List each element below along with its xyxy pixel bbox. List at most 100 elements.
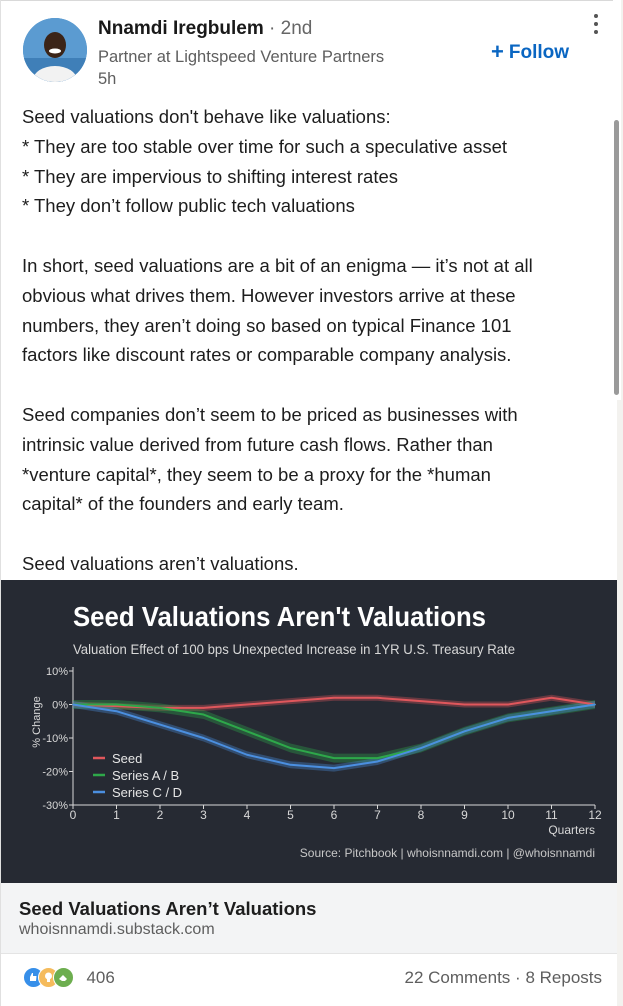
- link-preview-title[interactable]: Seed Valuations Aren’t Valuations: [19, 898, 317, 919]
- plus-icon: +: [491, 39, 504, 64]
- post-image-chart[interactable]: Seed Valuations Aren't Valuations Valuat…: [1, 580, 617, 883]
- body-line: Seed valuations aren’t valuations.: [22, 552, 299, 574]
- data-point: [507, 717, 509, 719]
- data-point: [507, 703, 509, 706]
- data-point: [115, 710, 118, 712]
- data-point: [333, 757, 335, 759]
- data-point: [550, 697, 553, 699]
- x-tick-label: 0: [70, 808, 77, 822]
- chart-axes: 10%0%-10%-20%-30%0 1 2 3 4 5 6 7 8 9 10 11 12: [42, 666, 602, 822]
- chart-legend: Seed Series A / B Series C / D: [93, 751, 182, 800]
- body-line: capital* of the founders and early team.: [22, 493, 344, 515]
- author-avatar[interactable]: [23, 18, 87, 82]
- reaction-count[interactable]: 406: [86, 967, 115, 987]
- data-point: [289, 764, 292, 766]
- y-tick-label: -20%: [42, 767, 68, 779]
- data-point: [289, 700, 292, 702]
- chart-xlabel: Quarters: [548, 823, 595, 837]
- reactions-summary[interactable]: 406: [23, 967, 115, 989]
- x-tick-label: 10: [501, 808, 515, 822]
- body-line: * They are too stable over time for such…: [22, 135, 508, 157]
- y-tick-label: 10%: [46, 666, 68, 678]
- author-name-line[interactable]: Nnamdi Iregbulem · 2nd: [98, 18, 312, 40]
- body-line: Seed valuations don't behave like valuat…: [22, 106, 391, 127]
- data-point: [333, 697, 335, 699]
- data-point: [594, 703, 596, 706]
- y-tick-label: 0%: [52, 700, 68, 712]
- body-line: intrinsic value derived from future cash…: [22, 433, 493, 455]
- body-line: numbers, they aren’t doing so based on t…: [22, 314, 512, 336]
- data-point: [376, 760, 379, 763]
- social-counts-bar: 406 22 Comments · 8 Reposts: [1, 954, 617, 1006]
- x-tick-label: 12: [588, 808, 602, 822]
- data-point: [463, 703, 466, 706]
- legend-label: Seed: [112, 751, 142, 766]
- separator: ·: [515, 968, 521, 987]
- scrollbar-thumb[interactable]: [614, 120, 619, 395]
- x-tick-label: 5: [287, 808, 294, 822]
- data-point: [202, 707, 205, 709]
- data-point: [202, 737, 205, 739]
- paragraph-gap: [22, 221, 607, 251]
- series-band: [73, 694, 595, 711]
- connection-degree: · 2nd: [269, 18, 313, 39]
- data-point: [289, 747, 292, 749]
- x-tick-label: 8: [418, 808, 425, 822]
- x-tick-label: 3: [200, 808, 207, 822]
- author-name[interactable]: Nnamdi Iregbulem: [98, 18, 264, 39]
- paragraph-gap: [22, 370, 607, 400]
- chart-bands: [73, 694, 595, 772]
- body-line: In short, seed valuations are a bit of a…: [22, 254, 533, 276]
- link-preview[interactable]: Seed Valuations Aren’t Valuations whoisn…: [1, 883, 617, 954]
- data-point: [420, 700, 422, 702]
- chart-ylabel: % Change: [31, 696, 43, 747]
- data-point: [376, 757, 379, 759]
- comments-reposts: 22 Comments · 8 Reposts: [404, 968, 602, 988]
- data-point: [376, 697, 379, 699]
- follow-button[interactable]: + Follow: [491, 38, 569, 64]
- paragraph-gap: [22, 519, 607, 549]
- data-point: [333, 767, 335, 769]
- data-point: [159, 723, 161, 726]
- body-line: factors like discount rates or comparabl…: [22, 344, 512, 366]
- post-time: 5h: [98, 70, 117, 88]
- post-body: Seed valuations don't behave like valuat…: [22, 102, 607, 579]
- data-point: [246, 703, 248, 706]
- data-point: [115, 703, 118, 706]
- comments-count[interactable]: 22 Comments: [404, 968, 511, 987]
- chart-subtitle: Valuation Effect of 100 bps Unexpected I…: [73, 641, 515, 657]
- x-tick-label: 7: [374, 808, 381, 822]
- data-point: [246, 730, 248, 733]
- data-point: [115, 705, 118, 707]
- reposts-count[interactable]: 8 Reposts: [525, 968, 602, 987]
- support-icon: [53, 967, 74, 988]
- x-tick-label: 6: [331, 808, 338, 822]
- y-tick-label: -10%: [42, 733, 68, 745]
- body-line: Seed companies don’t seem to be priced a…: [22, 403, 518, 425]
- chart-title: Seed Valuations Aren't Valuations: [73, 601, 486, 632]
- data-point: [420, 747, 422, 749]
- x-tick-label: 1: [113, 808, 120, 822]
- body-line: *venture capital*, they seem to be a pro…: [22, 463, 491, 485]
- link-preview-domain: whoisnnamdi.substack.com: [19, 921, 215, 938]
- legend-label: Series A / B: [112, 768, 179, 783]
- chart-source: Source: Pitchbook | whoisnnamdi.com | @w…: [300, 846, 595, 860]
- card-top-border: [1, 0, 617, 11]
- x-tick-label: 11: [545, 808, 558, 822]
- body-line: obvious what drives them. However invest…: [22, 284, 516, 306]
- data-point: [72, 703, 74, 706]
- follow-label: Follow: [508, 42, 570, 63]
- more-options-icon[interactable]: [589, 14, 603, 38]
- body-line: * They are impervious to shifting intere…: [22, 165, 398, 187]
- y-tick-label: -30%: [42, 800, 68, 812]
- legend-label: Series C / D: [112, 785, 182, 800]
- data-point: [463, 730, 466, 733]
- chart-lines: [72, 696, 596, 770]
- x-tick-label: 9: [461, 808, 468, 822]
- data-point: [550, 710, 553, 712]
- data-point: [159, 707, 161, 709]
- data-point: [246, 753, 248, 756]
- series-band: [73, 700, 595, 763]
- x-tick-label: 2: [157, 808, 164, 822]
